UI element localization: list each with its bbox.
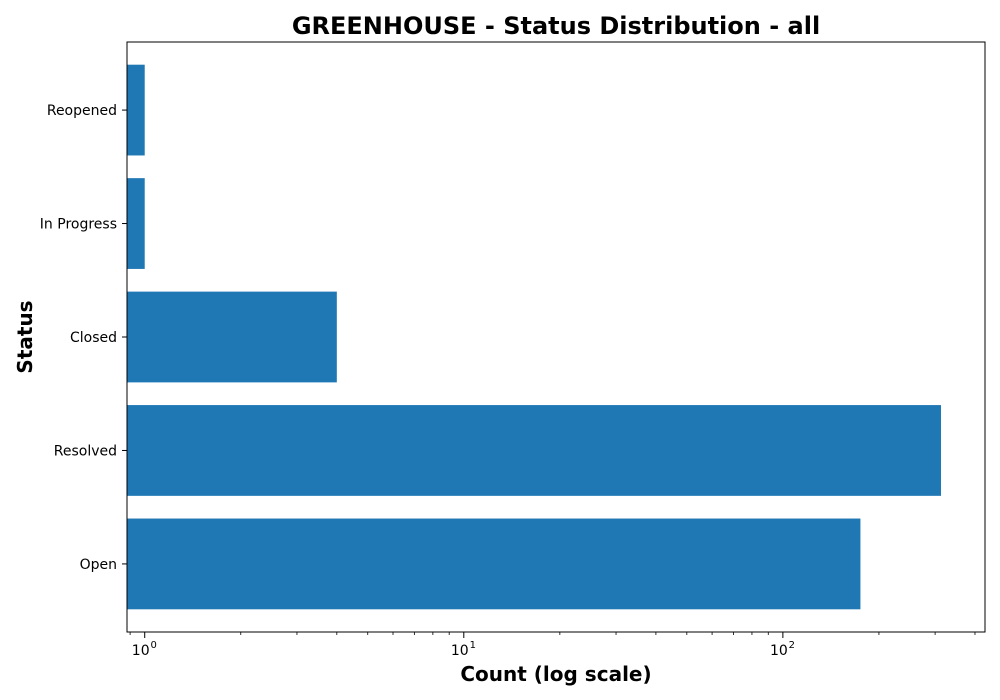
bar-reopened xyxy=(127,64,145,156)
x-tick-label: 10 xyxy=(451,643,469,659)
x-tick-exponent: 1 xyxy=(470,640,476,651)
y-axis-ticks: Open Resolved Closed In Progress Reopened xyxy=(40,103,127,573)
x-axis-label: Count (log scale) xyxy=(460,662,651,686)
x-tick-label: 10 xyxy=(132,643,150,659)
bar-open xyxy=(127,518,861,610)
chart-title: GREENHOUSE - Status Distribution - all xyxy=(292,12,820,40)
bar-closed xyxy=(127,291,337,383)
y-tick-label: Resolved xyxy=(54,443,117,459)
bar-resolved xyxy=(127,405,941,496)
y-tick-label: Closed xyxy=(70,330,117,346)
x-tick-label: 10 xyxy=(770,643,788,659)
y-axis-label: Status xyxy=(13,300,37,373)
y-tick-label: Reopened xyxy=(47,103,117,119)
y-tick-label: In Progress xyxy=(40,217,117,233)
y-tick-label: Open xyxy=(80,557,117,573)
x-tick-exponent: 2 xyxy=(789,640,795,651)
x-tick-exponent: 0 xyxy=(151,640,157,651)
x-axis-ticks: 10 0 10 1 10 2 xyxy=(129,632,976,659)
bar-in-progress xyxy=(127,178,145,269)
bars-group xyxy=(127,64,941,610)
